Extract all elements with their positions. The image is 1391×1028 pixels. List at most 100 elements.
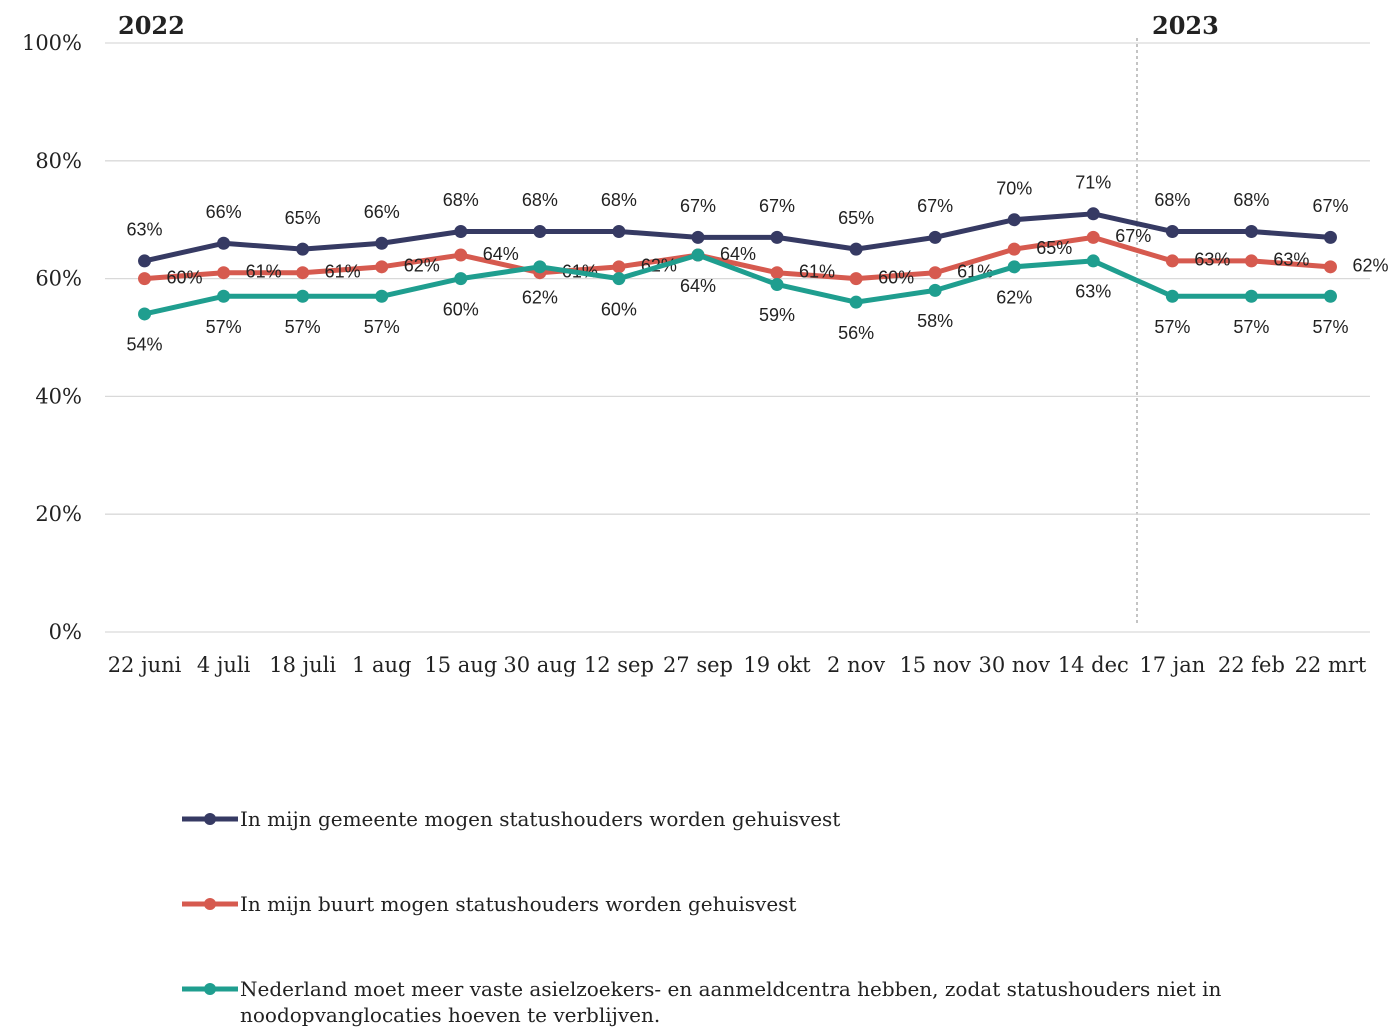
data-label: 64%: [483, 244, 519, 264]
legend-label: In mijn buurt mogen statushouders worden…: [240, 892, 797, 916]
data-label: 63%: [1273, 250, 1309, 270]
data-point: [849, 242, 863, 256]
data-label: 70%: [996, 178, 1032, 198]
data-point: [1086, 254, 1100, 268]
data-label: 61%: [246, 261, 282, 281]
data-point: [217, 289, 231, 303]
data-label: 64%: [680, 276, 716, 296]
data-label: 57%: [1312, 317, 1348, 337]
data-label: 68%: [443, 190, 479, 210]
data-label: 63%: [127, 220, 163, 240]
data-label: 59%: [759, 305, 795, 325]
data-label: 58%: [917, 311, 953, 331]
legend-marker: [204, 983, 216, 995]
data-point: [1007, 213, 1021, 227]
data-label: 60%: [443, 299, 479, 319]
x-tick-label: 1 aug: [352, 653, 412, 677]
data-label: 65%: [838, 208, 874, 228]
y-tick-label: 20%: [35, 502, 82, 526]
data-label: 67%: [680, 196, 716, 216]
data-label: 60%: [601, 299, 637, 319]
data-label: 68%: [522, 190, 558, 210]
data-point: [691, 248, 705, 262]
year-label: 2023: [1152, 11, 1219, 40]
data-point: [1165, 254, 1179, 268]
x-tick-label: 18 juli: [269, 653, 336, 677]
data-point: [691, 230, 705, 244]
data-point: [612, 260, 626, 274]
y-tick-label: 40%: [35, 384, 82, 408]
data-label: 63%: [1194, 250, 1230, 270]
series-line: [144, 234, 1331, 282]
data-point: [375, 260, 389, 274]
legend-swatch: [182, 983, 238, 995]
data-point: [454, 272, 468, 286]
data-point: [296, 266, 310, 280]
data-point: [375, 236, 389, 250]
data-label: 60%: [878, 267, 914, 287]
data-point: [1165, 224, 1179, 238]
data-point: [928, 230, 942, 244]
data-point: [1086, 230, 1100, 244]
y-tick-label: 0%: [49, 620, 82, 644]
data-point: [375, 289, 389, 303]
data-point: [849, 272, 863, 286]
data-point: [533, 260, 547, 274]
data-label: 62%: [522, 288, 558, 308]
data-label: 62%: [404, 256, 440, 276]
y-tick-label: 100%: [22, 31, 82, 55]
data-point: [138, 254, 152, 268]
data-point: [1165, 289, 1179, 303]
legend-swatch: [182, 813, 238, 825]
data-label: 66%: [206, 202, 242, 222]
data-point: [533, 224, 547, 238]
data-point: [296, 242, 310, 256]
data-label: 54%: [127, 335, 163, 355]
data-label: 64%: [720, 244, 756, 264]
legend-label: Nederland moet meer vaste asielzoekers- …: [240, 977, 1222, 1027]
data-point: [1323, 230, 1337, 244]
x-tick-label: 12 sep: [584, 653, 654, 677]
x-tick-label: 2 nov: [827, 653, 885, 677]
legend-label: In mijn gemeente mogen statushouders wor…: [240, 807, 841, 831]
data-label: 67%: [1312, 196, 1348, 216]
data-label: 56%: [838, 323, 874, 343]
x-tick-label: 22 juni: [108, 653, 182, 677]
legend-swatch: [182, 898, 238, 910]
legend-marker: [204, 813, 216, 825]
data-point: [1007, 260, 1021, 274]
x-tick-label: 19 okt: [743, 653, 811, 677]
series-line: [143, 211, 1331, 264]
data-label: 63%: [1075, 282, 1111, 302]
x-tick-label: 14 dec: [1058, 653, 1129, 677]
legend-item: In mijn buurt mogen statushouders worden…: [180, 891, 1280, 917]
data-label: 66%: [364, 202, 400, 222]
data-point: [1244, 289, 1258, 303]
data-point: [217, 266, 231, 280]
year-label: 2022: [118, 11, 185, 40]
data-label: 67%: [917, 196, 953, 216]
x-tick-label: 22 feb: [1218, 653, 1285, 677]
data-point: [1323, 260, 1337, 274]
data-label: 57%: [1154, 317, 1190, 337]
data-point: [770, 230, 784, 244]
data-point: [296, 289, 310, 303]
data-point: [849, 295, 863, 309]
x-tick-label: 15 nov: [899, 653, 971, 677]
y-tick-label: 60%: [35, 267, 82, 291]
data-label: 71%: [1075, 173, 1111, 193]
data-point: [454, 248, 468, 262]
data-point: [1244, 254, 1258, 268]
data-label: 61%: [799, 261, 835, 281]
data-label: 57%: [364, 317, 400, 337]
data-point: [1244, 224, 1258, 238]
data-label: 62%: [1352, 256, 1388, 276]
data-label: 65%: [285, 208, 321, 228]
x-tick-label: 30 aug: [503, 653, 576, 677]
data-point: [1007, 242, 1021, 256]
chart: 2022 2023 0% 20% 40% 60% 80% 100% 22 juni 4 jul…: [22, 11, 1389, 677]
data-point: [612, 272, 626, 286]
data-label: 68%: [601, 190, 637, 210]
data-point: [217, 236, 231, 250]
